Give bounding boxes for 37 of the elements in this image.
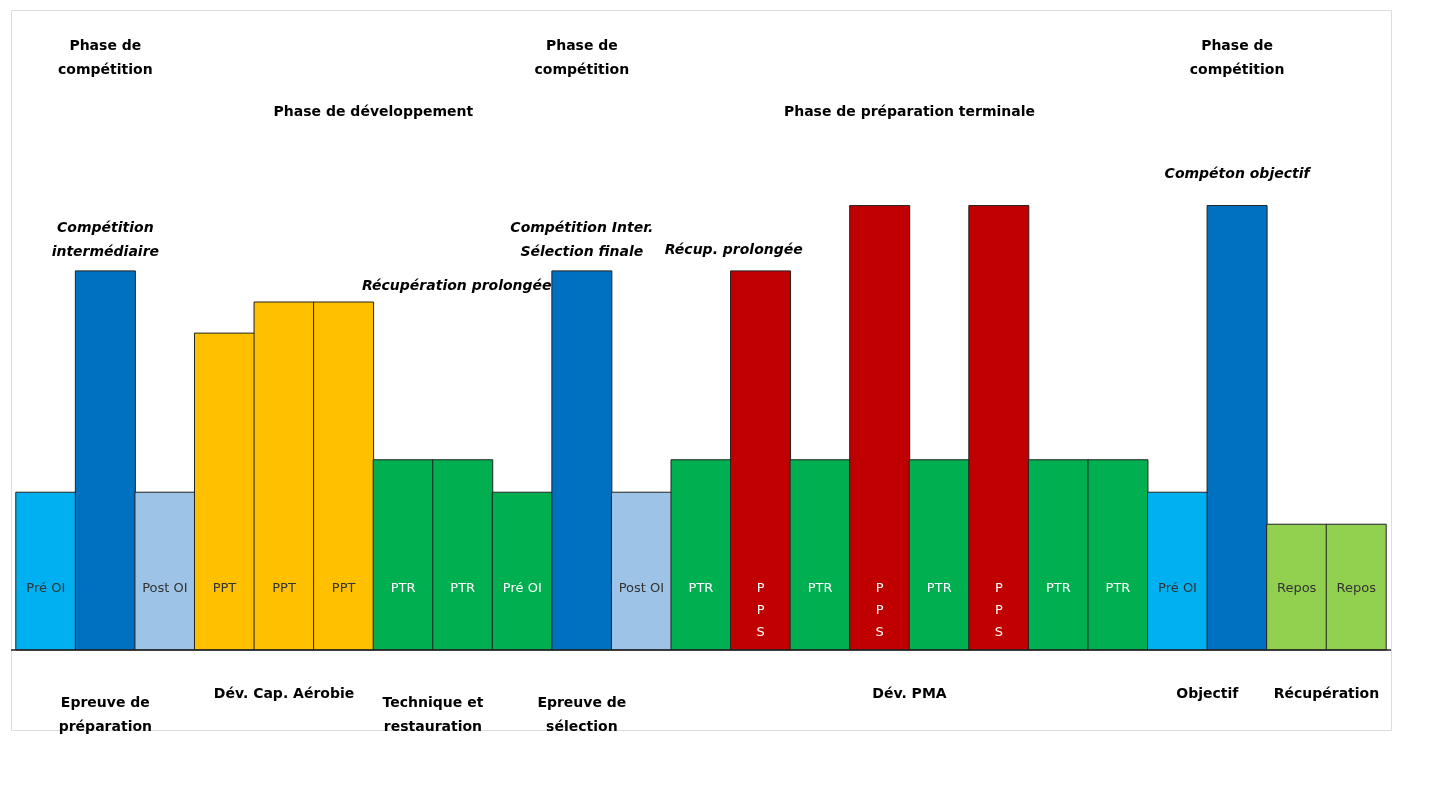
- text: Epreuve de sélection: [537, 694, 627, 735]
- text: Dév. PMA: [872, 685, 947, 702]
- x-tick-label: PPT: [272, 579, 296, 595]
- x-tick-label: PTR: [688, 579, 714, 595]
- text: Phase de compétition: [534, 36, 630, 77]
- x-tick-label: PTR: [390, 579, 416, 595]
- text: Phase de préparation terminale: [783, 103, 1036, 120]
- annotation: Compétition Inter. Sélection finale: [510, 218, 654, 259]
- x-tick-label: Repos: [1336, 579, 1377, 595]
- x-tick-label: PPT: [331, 579, 356, 595]
- text: Objectif: [1176, 685, 1240, 702]
- x-tick-label: Pré OI: [502, 579, 542, 595]
- x-tick-label: PTR: [807, 579, 833, 595]
- annotation: Récup. prolongée: [664, 241, 803, 257]
- text: Phase de compétition: [58, 36, 153, 77]
- text: Technique et restauration: [382, 694, 484, 735]
- x-tick-label: PPT: [212, 579, 237, 595]
- x-tick-label: Post OI: [618, 579, 665, 595]
- x-tick-label: P P S: [994, 579, 1003, 639]
- text: Dév. Cap. Aérobie: [213, 685, 355, 702]
- x-tick-label: Post OI: [142, 579, 188, 595]
- x-tick-label: PTR: [1105, 579, 1131, 595]
- x-tick-label: Pré OI: [26, 579, 66, 595]
- x-tick-label: PTR: [450, 579, 476, 595]
- annotation: Récupération prolongée: [361, 276, 552, 293]
- text: Phase de compétition: [1189, 36, 1285, 77]
- text: Compéton objectif: [1164, 165, 1312, 182]
- x-tick-label: PTR: [926, 579, 952, 595]
- text: Phase de développement: [273, 103, 474, 120]
- text: Epreuve de préparation: [58, 694, 153, 735]
- x-tick-label: Pré OI: [1158, 579, 1197, 595]
- annotation: Compétition intermédiaire: [51, 218, 160, 259]
- x-tick-label: Repos: [1276, 579, 1317, 595]
- x-tick-label: P P S: [875, 579, 884, 639]
- x-tick-label: P P S: [756, 579, 765, 639]
- x-tick-label: PTR: [1045, 579, 1071, 595]
- text: Récupération: [1273, 685, 1380, 702]
